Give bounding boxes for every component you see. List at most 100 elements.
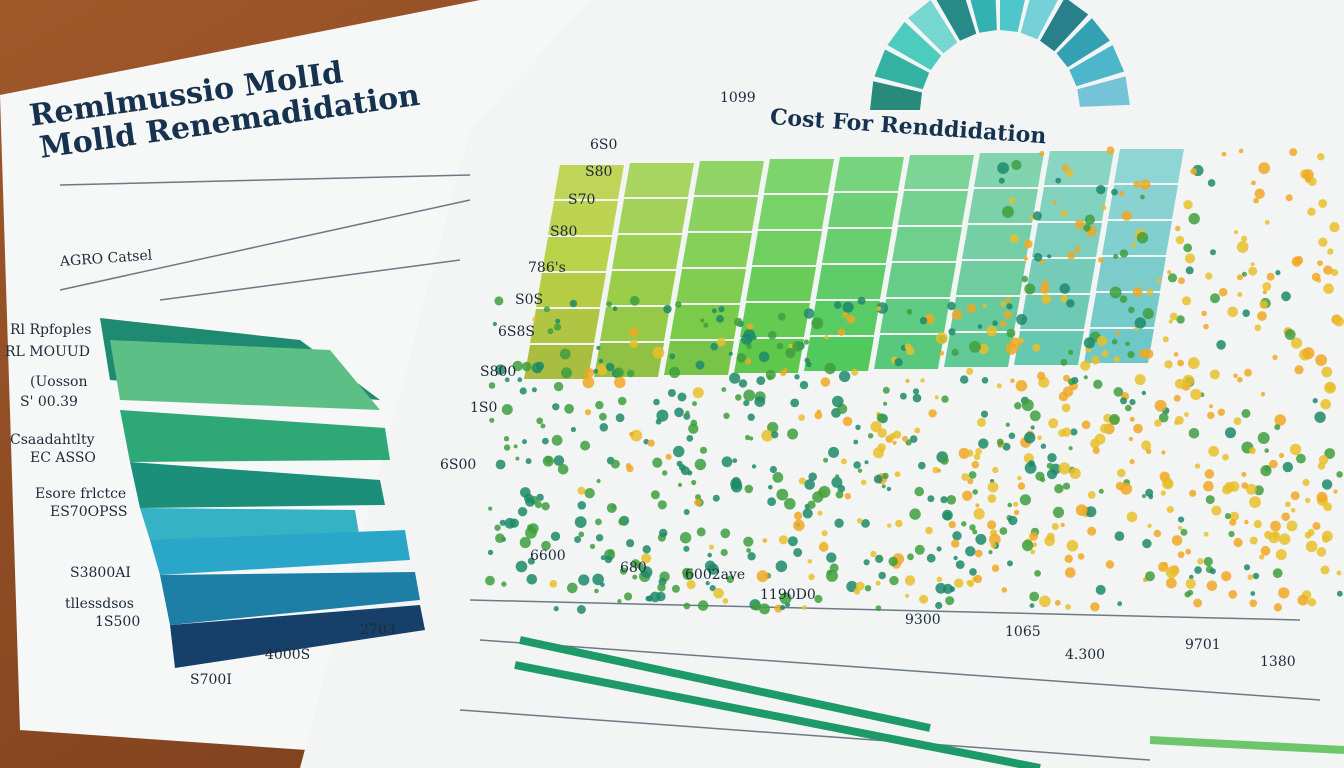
dot — [1156, 278, 1162, 283]
dot — [1257, 311, 1267, 321]
dot — [779, 592, 792, 605]
dot — [596, 478, 601, 484]
grid-cell — [1038, 187, 1108, 221]
label: S0S — [515, 292, 543, 308]
dot — [834, 518, 844, 528]
dot — [1037, 371, 1046, 381]
dot — [988, 550, 993, 555]
dot — [1126, 511, 1138, 523]
grid-cell — [600, 307, 670, 341]
dot — [999, 527, 1008, 535]
dot — [1210, 293, 1220, 304]
dot — [718, 306, 725, 313]
dot — [543, 306, 551, 313]
dot — [1083, 375, 1088, 380]
dot — [501, 581, 507, 587]
dot — [647, 439, 655, 447]
dot — [1015, 380, 1028, 392]
dot — [494, 524, 501, 531]
dot — [1177, 525, 1183, 531]
dot — [577, 501, 587, 510]
dot — [981, 377, 989, 384]
dot — [652, 457, 663, 468]
dot — [1161, 450, 1166, 455]
dot — [1176, 315, 1185, 324]
gauge-segment — [1040, 0, 1089, 52]
dot — [972, 489, 978, 495]
dot — [1028, 460, 1035, 467]
dot — [1058, 391, 1069, 402]
dot — [996, 383, 1002, 389]
dot — [888, 556, 898, 567]
dot — [878, 571, 886, 580]
dot — [1272, 568, 1283, 579]
grid-cell — [676, 269, 746, 303]
dot — [1305, 497, 1311, 504]
dot — [853, 439, 859, 445]
dot — [641, 553, 652, 564]
dot — [986, 325, 998, 337]
dot — [1222, 453, 1229, 461]
dot — [1178, 516, 1185, 523]
dot — [741, 333, 753, 345]
dot — [972, 529, 978, 535]
dot — [501, 404, 513, 415]
dot — [1312, 398, 1318, 404]
dot — [1241, 409, 1251, 418]
dot — [1171, 535, 1183, 546]
label: 1380 — [1260, 654, 1296, 670]
dot — [1046, 462, 1053, 469]
bar — [110, 340, 380, 410]
dot — [536, 493, 544, 502]
dot — [1154, 419, 1162, 427]
dot — [904, 575, 916, 586]
dot — [578, 574, 590, 586]
dot — [840, 458, 847, 465]
dot — [1116, 330, 1121, 336]
label: 1S0 — [470, 400, 497, 416]
dot — [669, 366, 681, 378]
dot — [1127, 351, 1135, 359]
dot — [709, 585, 716, 592]
dot — [948, 328, 956, 336]
dot — [1145, 488, 1154, 497]
dot — [1224, 513, 1232, 520]
dot — [629, 327, 639, 338]
dot — [1145, 448, 1152, 455]
dot — [876, 302, 889, 314]
dot — [1331, 268, 1339, 277]
dot — [820, 377, 831, 387]
dot — [808, 472, 817, 482]
dot — [1209, 369, 1220, 380]
dot — [769, 465, 778, 474]
dot — [967, 580, 974, 588]
dot — [613, 367, 624, 378]
dot — [1336, 590, 1343, 597]
dot — [1080, 360, 1091, 371]
dot — [1120, 482, 1133, 495]
dot — [878, 555, 883, 560]
dot — [767, 421, 779, 434]
dot — [1209, 568, 1216, 575]
dot — [555, 318, 561, 324]
bar — [140, 508, 360, 540]
dot — [640, 566, 653, 578]
dot — [594, 588, 599, 594]
dot — [1290, 491, 1300, 501]
rule — [59, 174, 471, 186]
dot — [1323, 265, 1333, 275]
dot — [945, 596, 955, 606]
dot — [499, 519, 506, 526]
dot — [1113, 253, 1119, 259]
dot — [1254, 324, 1262, 332]
dot — [1119, 191, 1125, 197]
dot — [1236, 241, 1249, 253]
dot — [1307, 598, 1317, 607]
dot — [1247, 574, 1254, 581]
grid-cell — [524, 345, 594, 379]
dot — [691, 479, 697, 486]
dot — [881, 484, 886, 489]
dot — [683, 545, 690, 552]
dot — [542, 455, 554, 467]
grid-cell — [834, 157, 904, 191]
